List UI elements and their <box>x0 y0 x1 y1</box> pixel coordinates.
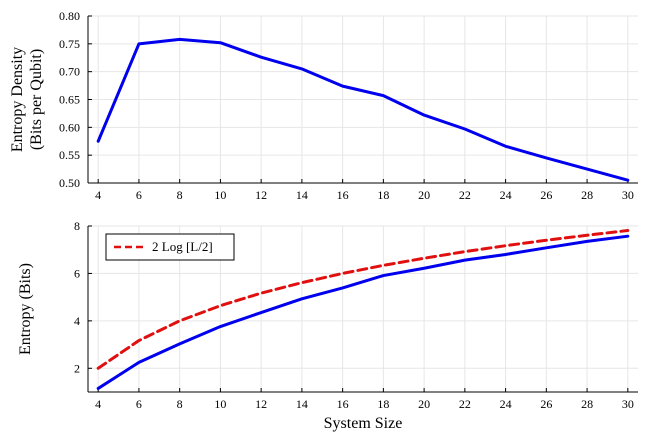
y-tick-label: 4 <box>74 314 80 328</box>
x-tick-label: 14 <box>296 188 308 202</box>
x-tick-label: 8 <box>177 188 183 202</box>
series-line-data <box>96 37 630 182</box>
x-tick-label: 12 <box>255 397 267 411</box>
x-tick-label: 24 <box>500 397 512 411</box>
y-tick-label: 2 <box>74 361 80 375</box>
y-tick-label: 0.50 <box>59 176 80 190</box>
x-tick-label: 4 <box>95 397 101 411</box>
y-tick-label: 8 <box>74 219 80 233</box>
x-axis-label: System Size <box>324 415 403 432</box>
x-tick-label: 10 <box>214 188 226 202</box>
x-tick-label: 4 <box>95 188 101 202</box>
y-axis-label: Entropy Density <box>9 47 26 152</box>
series-line-reference <box>96 229 630 370</box>
x-tick-label: 22 <box>459 397 471 411</box>
x-tick-label: 14 <box>296 397 308 411</box>
x-tick-label: 28 <box>581 188 593 202</box>
y-axis-label: Entropy (Bits) <box>17 263 34 355</box>
x-tick-label: 24 <box>500 188 512 202</box>
x-tick-label: 26 <box>540 397 552 411</box>
y-tick-label: 0.65 <box>59 93 80 107</box>
x-tick-label: 18 <box>377 188 389 202</box>
y-axis-label: (Bits per Qubit) <box>28 49 45 150</box>
x-tick-label: 20 <box>418 397 430 411</box>
y-tick-label: 6 <box>74 266 80 280</box>
x-tick-label: 28 <box>581 397 593 411</box>
y-tick-label: 0.70 <box>59 65 80 79</box>
x-tick-label: 20 <box>418 188 430 202</box>
x-tick-label: 16 <box>337 397 349 411</box>
x-tick-label: 18 <box>377 397 389 411</box>
x-tick-label: 10 <box>214 397 226 411</box>
series-line-data <box>96 234 630 390</box>
entropy-density-panel: 4 6 8 10 12 14 16 18 20 22 24 26 28 30 0.50 0.55 0.60 0.6… <box>9 9 638 202</box>
y-tick-label: 0.80 <box>59 9 80 23</box>
legend-label: 2 Log [L/2] <box>152 239 213 254</box>
x-tick-label: 16 <box>337 188 349 202</box>
y-tick-label: 0.75 <box>59 37 80 51</box>
x-tick-label: 30 <box>622 397 634 411</box>
y-tick-label: 0.55 <box>59 148 80 162</box>
y-tick-label: 0.60 <box>59 120 80 134</box>
x-tick-label: 6 <box>136 397 142 411</box>
x-tick-label: 26 <box>540 188 552 202</box>
x-tick-label: 12 <box>255 188 267 202</box>
x-tick-label: 8 <box>177 397 183 411</box>
x-tick-label: 6 <box>136 188 142 202</box>
x-tick-label: 30 <box>622 188 634 202</box>
x-tick-label: 22 <box>459 188 471 202</box>
